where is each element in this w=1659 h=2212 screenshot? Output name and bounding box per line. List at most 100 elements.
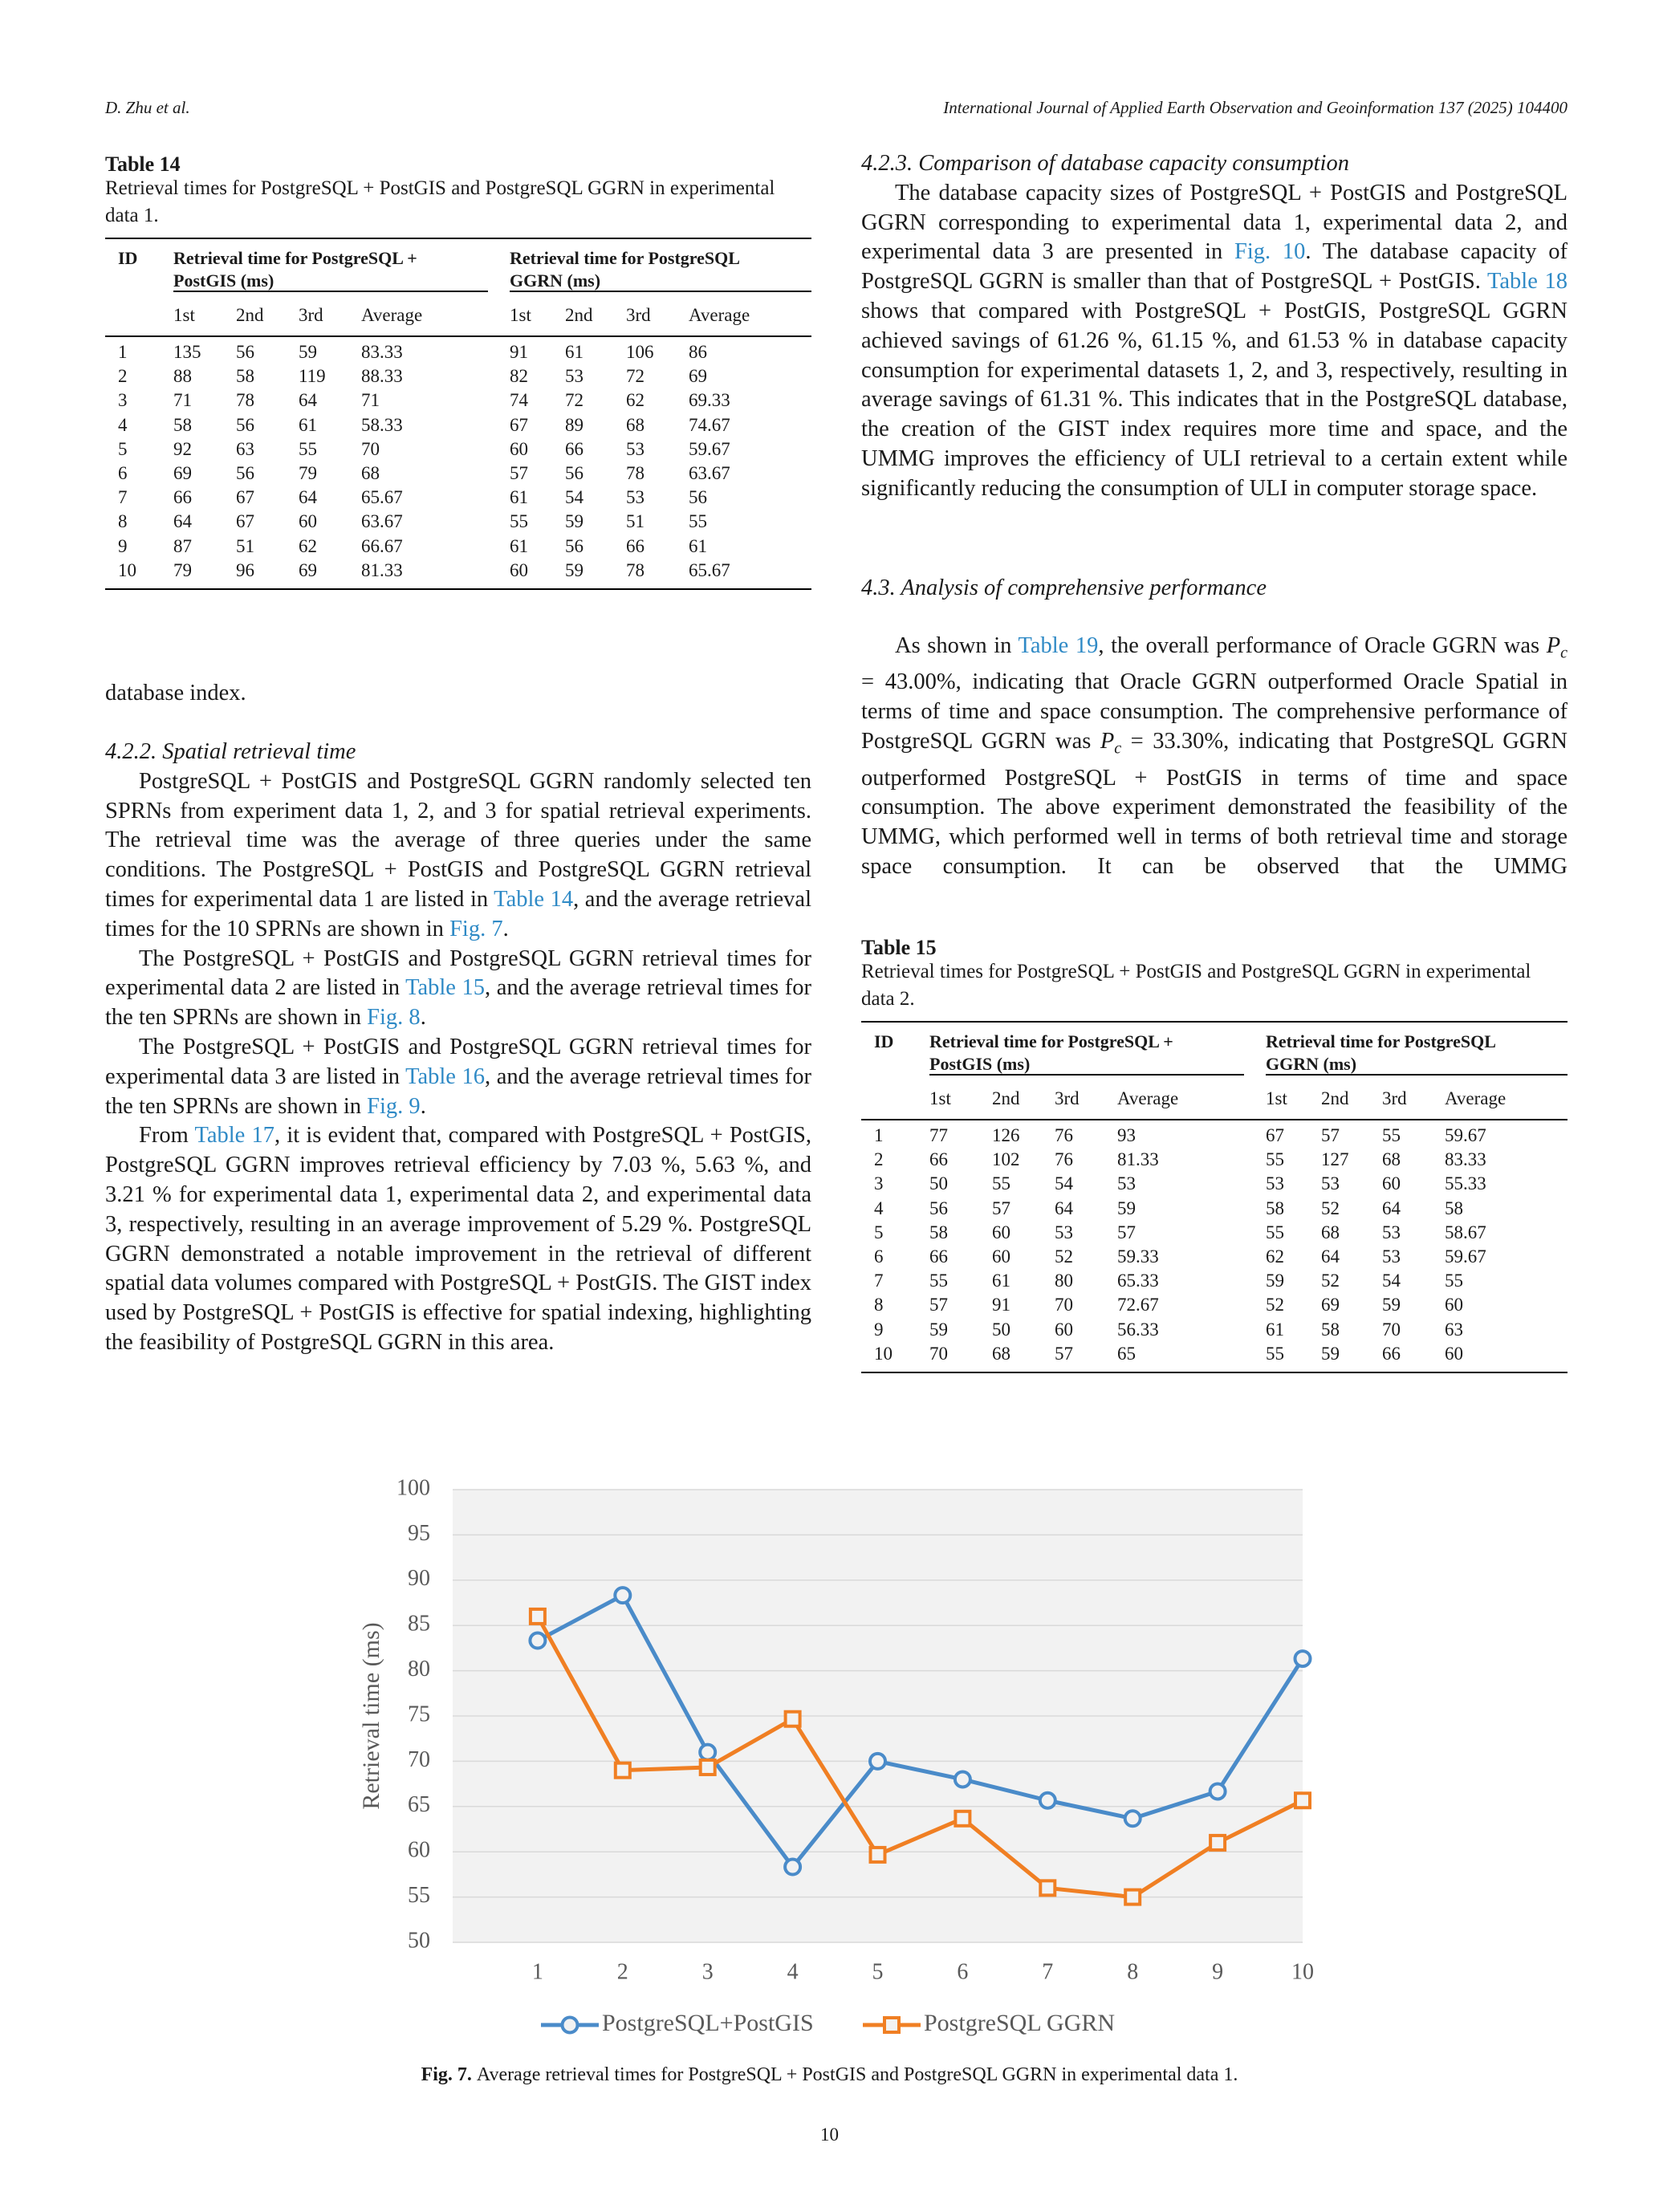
marker	[1123, 1809, 1142, 1828]
table-cell: 61	[689, 535, 707, 556]
text-run: PostgreSQL + PostGIS and PostgreSQL GGRN…	[105, 768, 811, 912]
table-cell: 56	[565, 463, 583, 483]
table-cell: 55.33	[1445, 1173, 1486, 1194]
table-cell: 53	[1321, 1173, 1340, 1194]
table-cell: 67	[510, 414, 528, 435]
table-cell: 81.33	[361, 559, 403, 580]
table-cell: 53	[1055, 1222, 1073, 1242]
table-cell: 66	[565, 438, 583, 459]
table-cell: 58	[173, 414, 192, 435]
table-cell: 88	[173, 366, 192, 387]
table-cell: 58	[236, 366, 254, 387]
column-header: ID	[874, 1031, 894, 1051]
caption-text: Average retrieval times for PostgreSQL +…	[476, 2064, 1238, 2085]
table-cell: 72	[565, 390, 583, 411]
table-cell: 3	[874, 1173, 884, 1194]
table-cell: 60	[510, 559, 528, 580]
y-tick-label: 100	[396, 1475, 430, 1500]
column-header: 3rd	[1382, 1088, 1407, 1108]
marker	[954, 1809, 972, 1828]
table-cell: 89	[565, 414, 583, 435]
table-cell: 66	[173, 487, 192, 508]
series-line	[536, 1593, 1305, 1869]
paragraph: The PostgreSQL + PostGIS and PostgreSQL …	[105, 1033, 811, 1121]
marker	[1293, 1649, 1312, 1669]
table-cell: 91	[992, 1295, 1010, 1315]
table-cell: 7	[118, 487, 128, 508]
table-cell: 65.33	[1117, 1271, 1159, 1291]
table-cell: 59.33	[1117, 1246, 1159, 1267]
table-cell: 53	[1382, 1246, 1401, 1267]
marker	[613, 1761, 632, 1779]
table-rule	[105, 335, 811, 337]
table-cell: 56	[236, 342, 254, 362]
section-heading: 4.3. Analysis of comprehensive performan…	[861, 575, 1267, 600]
table-cell: 74	[510, 390, 528, 411]
text-run: .	[420, 1093, 426, 1119]
table-cell: 74.67	[689, 414, 730, 435]
table-cell: 55	[1266, 1343, 1284, 1364]
column-header: 2nd	[236, 305, 264, 325]
table-cell: 91	[510, 342, 528, 362]
group-rule	[173, 291, 488, 292]
y-axis-label: Retrieval time (ms)	[358, 1622, 384, 1809]
table-cell: 59	[299, 342, 317, 362]
table-cell: 59	[1117, 1197, 1136, 1218]
cross-reference: Table 17	[194, 1123, 275, 1149]
table-cell: 83.33	[361, 342, 403, 362]
table-cell: 69	[1321, 1295, 1340, 1315]
table-cell: 59	[565, 511, 583, 532]
marker	[698, 1758, 717, 1776]
table-cell: 55	[992, 1173, 1010, 1194]
table-cell: 68	[361, 463, 380, 483]
table-label: Table 15	[861, 936, 937, 959]
text-run: shows that compared with PostgreSQL + Po…	[861, 298, 1568, 501]
table-cell: 66	[626, 535, 644, 556]
table-cell: 80	[1055, 1271, 1073, 1291]
table-cell: 61	[992, 1271, 1010, 1291]
marker	[1209, 1833, 1227, 1852]
column-header: 2nd	[992, 1088, 1020, 1108]
math-variable: P	[1546, 633, 1561, 658]
group-rule	[929, 1074, 1244, 1076]
x-tick-label: 8	[1127, 1959, 1138, 1984]
table-cell: 66	[929, 1246, 948, 1267]
marker	[613, 1586, 632, 1605]
table-cell: 59	[929, 1319, 948, 1340]
y-tick-label: 50	[408, 1928, 430, 1953]
legend-label: PostgreSQL GGRN	[924, 2010, 1115, 2036]
marker	[528, 1631, 547, 1650]
column-header: Average	[361, 305, 423, 325]
table-cell: 1	[118, 342, 128, 362]
table-cell: 8	[874, 1295, 884, 1315]
text-run: = 43.00%, indicating that Oracle GGRN ou…	[861, 669, 1568, 754]
table-cell: 63.67	[361, 511, 403, 532]
text-run: As shown in	[895, 633, 1019, 658]
table-cell: 56	[236, 463, 254, 483]
table-cell: 64	[299, 487, 317, 508]
x-tick-label: 10	[1291, 1959, 1314, 1984]
table-cell: 102	[992, 1149, 1020, 1170]
column-header: 2nd	[1321, 1088, 1349, 1108]
text-block: database index.	[105, 679, 811, 709]
math-subscript: c	[1560, 644, 1568, 662]
table-cell: 62	[1266, 1246, 1284, 1267]
table-cell: 60	[992, 1246, 1010, 1267]
table-cell: 60	[1445, 1295, 1463, 1315]
figure-label: Fig. 7.	[421, 2064, 472, 2085]
paragraph: As shown in Table 19, the overall perfor…	[861, 632, 1568, 882]
table-cell: 53	[1382, 1222, 1401, 1242]
table-cell: 57	[1055, 1343, 1073, 1364]
table-cell: 52	[1055, 1246, 1073, 1267]
marker	[883, 2016, 901, 2034]
table-cell: 9	[118, 535, 128, 556]
marker	[953, 1770, 972, 1789]
table-cell: 55	[929, 1271, 948, 1291]
table-cell: 55	[1445, 1271, 1463, 1291]
table-cell: 59.67	[689, 438, 730, 459]
table-cell: 2	[874, 1149, 884, 1170]
table-cell: 56	[236, 414, 254, 435]
group-header: Retrieval time for PostgreSQL + PostGIS …	[173, 248, 417, 291]
table-cell: 55	[1266, 1149, 1284, 1170]
table-cell: 67	[1266, 1125, 1284, 1145]
